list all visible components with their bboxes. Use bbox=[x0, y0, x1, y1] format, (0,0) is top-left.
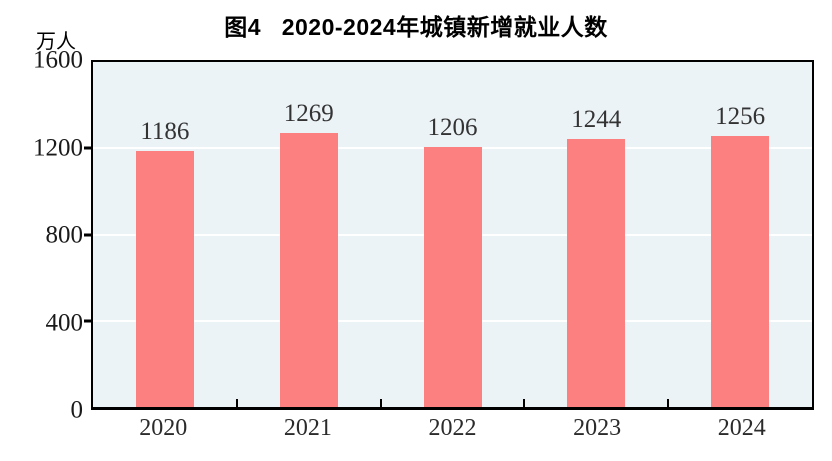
x-tick-label-2022: 2022 bbox=[428, 415, 477, 441]
x-tick-label-2023: 2023 bbox=[573, 415, 622, 441]
y-tick-label-1200: 1200 bbox=[33, 134, 83, 161]
x-axis-tick bbox=[235, 399, 238, 407]
bar-2020 bbox=[135, 151, 194, 407]
y-axis-tick bbox=[84, 319, 91, 323]
bar-value-label-2021: 1269 bbox=[283, 100, 334, 128]
y-tick-label-0: 0 bbox=[70, 396, 84, 424]
bar-value-label-2020: 1186 bbox=[140, 118, 190, 146]
bar-2022 bbox=[423, 146, 482, 407]
y-axis-tick bbox=[84, 146, 91, 150]
y-tick-label-800: 800 bbox=[45, 221, 84, 249]
y-axis: 0 400 800 1200 1600 bbox=[0, 48, 84, 423]
bar-2024 bbox=[711, 136, 770, 407]
bar-2023 bbox=[567, 138, 626, 407]
y-tick-label-1600: 1600 bbox=[33, 46, 83, 74]
x-axis: 2020 2021 2022 2023 2024 bbox=[91, 416, 814, 446]
chart-title: 图4 2020-2024年城镇新增就业人数 bbox=[224, 14, 608, 40]
x-tick-label-2021: 2021 bbox=[283, 415, 332, 441]
y-tick-label-400: 400 bbox=[45, 309, 84, 336]
y-axis-unit-label: 万人 bbox=[36, 31, 76, 53]
y-axis-tick bbox=[84, 233, 91, 236]
bar-2021 bbox=[279, 133, 338, 407]
x-tick-label-2024: 2024 bbox=[717, 415, 766, 441]
x-tick-label-2020: 2020 bbox=[139, 415, 188, 441]
bar-value-label-2022: 1206 bbox=[427, 113, 478, 141]
bar-value-label-2024: 1256 bbox=[715, 103, 766, 131]
x-axis-tick bbox=[667, 399, 670, 407]
plot-area: 1186 1269 1206 1244 1256 bbox=[84, 60, 814, 410]
x-axis-tick bbox=[379, 399, 382, 407]
bar-value-label-2023: 1244 bbox=[571, 105, 622, 133]
x-axis-tick bbox=[523, 399, 526, 407]
